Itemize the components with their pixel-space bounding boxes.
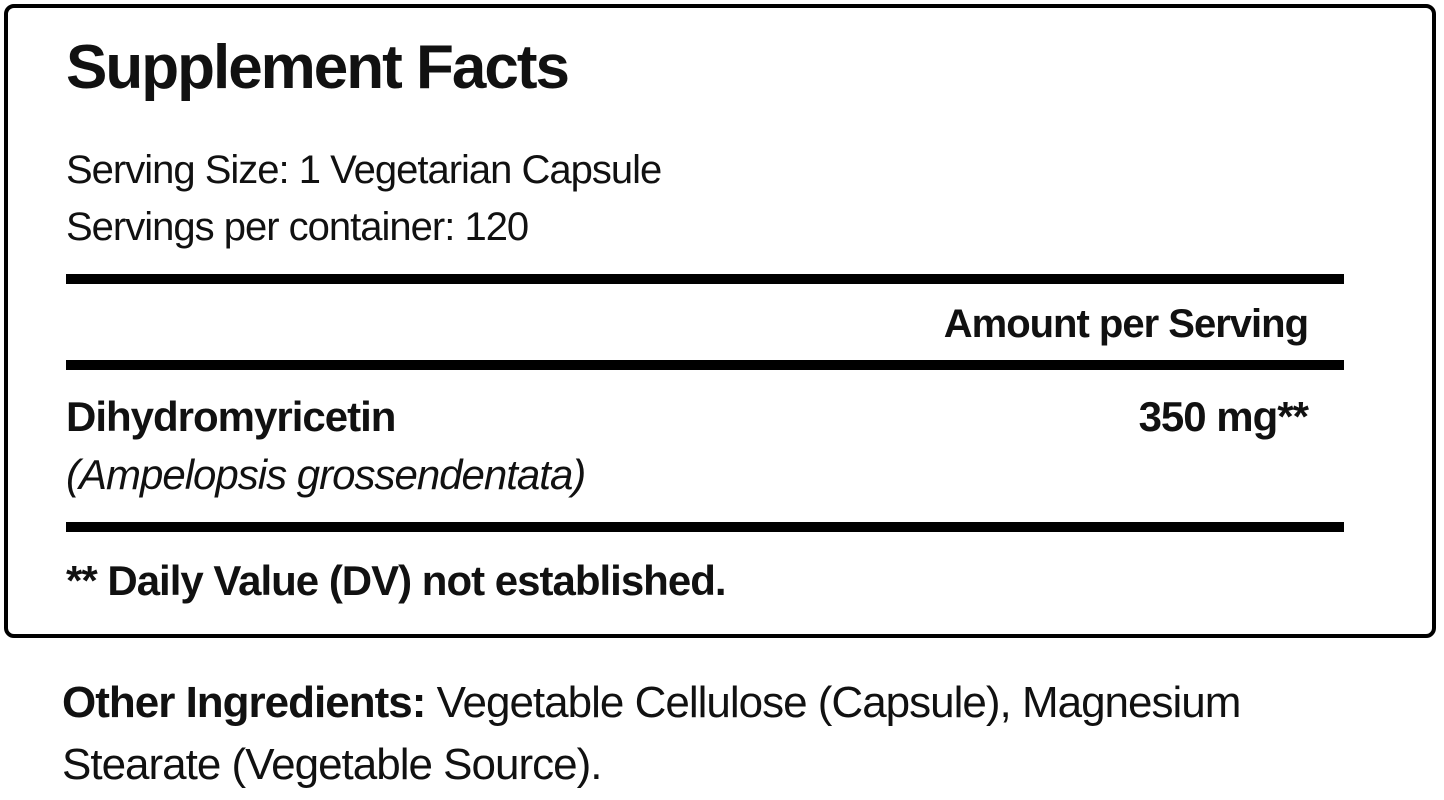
other-ingredients-section: Other Ingredients: Vegetable Cellulose (… bbox=[62, 672, 1272, 796]
panel-title: Supplement Facts bbox=[66, 33, 570, 102]
amount-per-serving-header: Amount per Serving bbox=[943, 302, 1309, 346]
serving-info: Serving Size: 1 Vegetarian Capsule Servi… bbox=[66, 142, 1344, 256]
ingredient-name: Dihydromyricetin bbox=[66, 393, 396, 440]
ingredient-latin-name: (Ampelopsis grossendentata) bbox=[66, 451, 586, 498]
supplement-facts-content: Supplement Facts Serving Size: 1 Vegetar… bbox=[8, 8, 1432, 606]
thick-divider-top bbox=[66, 274, 1344, 284]
thick-divider-bottom bbox=[66, 522, 1344, 532]
daily-value-footnote: ** Daily Value (DV) not established. bbox=[66, 557, 727, 604]
ingredient-amount: 350 mg** bbox=[1138, 393, 1309, 440]
servings-per-container-line: Servings per container: 120 bbox=[66, 205, 529, 249]
thick-divider-header bbox=[66, 360, 1344, 370]
supplement-facts-panel: Supplement Facts Serving Size: 1 Vegetar… bbox=[4, 4, 1436, 638]
other-ingredients-label: Other Ingredients: bbox=[62, 678, 426, 727]
ingredient-row: Dihydromyricetin 350 mg** bbox=[66, 392, 1344, 442]
serving-size-line: Serving Size: 1 Vegetarian Capsule bbox=[66, 148, 662, 192]
other-ingredients-text: Vegetable Cellulose (Capsule), Magnesium… bbox=[62, 678, 1241, 789]
